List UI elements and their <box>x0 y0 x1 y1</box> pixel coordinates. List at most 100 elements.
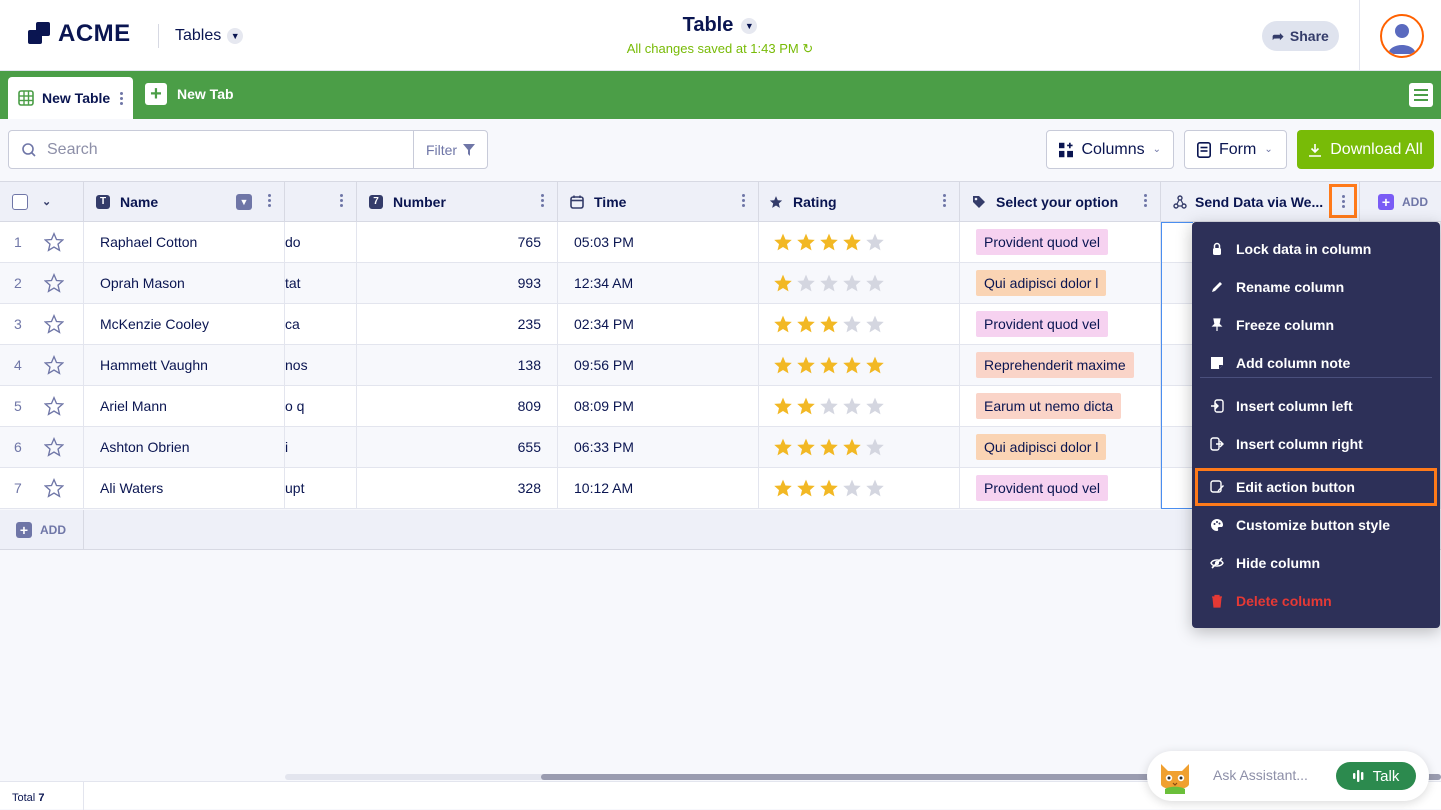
rating-star-icon[interactable] <box>773 273 793 293</box>
column-header-name[interactable]: T Name ▼ <box>84 181 285 222</box>
menu-item-freeze-column[interactable]: Freeze column <box>1200 308 1432 342</box>
column-options-icon[interactable] <box>1144 194 1148 207</box>
column-header-select[interactable]: Select your option <box>960 181 1161 222</box>
column-options-icon[interactable] <box>340 194 344 207</box>
column-options-icon[interactable] <box>742 194 746 207</box>
menu-item-hide-column[interactable]: Hide column <box>1200 546 1432 580</box>
cell-rating[interactable] <box>759 304 960 345</box>
cell-time[interactable]: 05:03 PM <box>558 222 759 263</box>
cell-partial[interactable]: o q <box>285 386 357 427</box>
cell-rating[interactable] <box>759 427 960 468</box>
rating-star-icon[interactable] <box>865 396 885 416</box>
tables-menu[interactable]: Tables ▼ <box>158 24 244 48</box>
pin-column-icon[interactable]: ▼ <box>236 194 252 210</box>
form-button[interactable]: Form ⌄ <box>1184 130 1287 169</box>
cell-number[interactable]: 655 <box>357 427 558 468</box>
menu-item-delete-column[interactable]: Delete column <box>1200 584 1432 618</box>
cell-time[interactable]: 02:34 PM <box>558 304 759 345</box>
assistant-widget[interactable]: Ask Assistant... Talk <box>1147 751 1429 801</box>
menu-item-edit-action-button[interactable]: Edit action button <box>1195 468 1437 506</box>
add-column-button[interactable]: + ADD <box>1360 181 1441 222</box>
cell-partial[interactable]: do <box>285 222 357 263</box>
rating-star-icon[interactable] <box>773 232 793 252</box>
favorite-star-icon[interactable] <box>43 273 64 293</box>
cell-name[interactable]: Ali Waters <box>84 468 285 509</box>
rating-star-icon[interactable] <box>796 437 816 457</box>
favorite-star-icon[interactable] <box>43 232 64 252</box>
cell-option[interactable]: Provident quod vel <box>960 304 1161 345</box>
tab-options-icon[interactable] <box>120 91 124 105</box>
rating-star-icon[interactable] <box>865 355 885 375</box>
rating-star-icon[interactable] <box>819 437 839 457</box>
filter-button[interactable]: Filter <box>413 130 488 169</box>
rating-star-icon[interactable] <box>842 355 862 375</box>
rating-star-icon[interactable] <box>842 314 862 334</box>
new-tab-button[interactable]: + New Tab <box>145 83 234 105</box>
rating-star-icon[interactable] <box>842 232 862 252</box>
cell-name[interactable]: McKenzie Cooley <box>84 304 285 345</box>
rating-star-icon[interactable] <box>865 232 885 252</box>
menu-item-add-column-note[interactable]: Add column note <box>1200 346 1432 380</box>
cell-rating[interactable] <box>759 468 960 509</box>
horizontal-scrollbar-thumb[interactable] <box>541 774 1441 780</box>
rating-star-icon[interactable] <box>796 273 816 293</box>
cell-time[interactable]: 08:09 PM <box>558 386 759 427</box>
cell-partial[interactable]: i <box>285 427 357 468</box>
menu-item-insert-column-left[interactable]: Insert column left <box>1200 389 1432 423</box>
column-header-rating[interactable]: Rating <box>759 181 960 222</box>
rating-star-icon[interactable] <box>773 396 793 416</box>
cell-time[interactable]: 12:34 AM <box>558 263 759 304</box>
rating-star-icon[interactable] <box>796 355 816 375</box>
rating-star-icon[interactable] <box>842 437 862 457</box>
cell-option[interactable]: Qui adipisci dolor l <box>960 427 1161 468</box>
rating-star-icon[interactable] <box>819 478 839 498</box>
cell-option[interactable]: Provident quod vel <box>960 222 1161 263</box>
cell-number[interactable]: 235 <box>357 304 558 345</box>
rating-star-icon[interactable] <box>773 355 793 375</box>
column-header-partial[interactable] <box>285 181 357 222</box>
rating-star-icon[interactable] <box>819 314 839 334</box>
cell-time[interactable]: 10:12 AM <box>558 468 759 509</box>
hamburger-menu-icon[interactable] <box>1409 83 1433 107</box>
rating-star-icon[interactable] <box>842 273 862 293</box>
menu-item-insert-column-right[interactable]: Insert column right <box>1200 427 1432 461</box>
rating-star-icon[interactable] <box>773 437 793 457</box>
column-header-webhook[interactable]: Send Data via We... <box>1161 181 1360 222</box>
cell-name[interactable]: Hammett Vaughn <box>84 345 285 386</box>
rating-star-icon[interactable] <box>842 478 862 498</box>
columns-button[interactable]: Columns ⌄ <box>1046 130 1174 169</box>
cell-rating[interactable] <box>759 345 960 386</box>
cell-time[interactable]: 09:56 PM <box>558 345 759 386</box>
page-title[interactable]: Table <box>682 14 734 36</box>
rating-star-icon[interactable] <box>819 273 839 293</box>
cell-partial[interactable]: upt <box>285 468 357 509</box>
favorite-star-icon[interactable] <box>43 314 64 334</box>
cell-number[interactable]: 809 <box>357 386 558 427</box>
cell-name[interactable]: Ashton Obrien <box>84 427 285 468</box>
menu-item-lock-data-in-column[interactable]: Lock data in column <box>1200 232 1432 266</box>
rating-star-icon[interactable] <box>796 314 816 334</box>
rating-star-icon[interactable] <box>796 232 816 252</box>
cell-option[interactable]: Provident quod vel <box>960 468 1161 509</box>
select-menu-chevron-icon[interactable]: ⌄ <box>42 196 52 208</box>
cell-partial[interactable]: tat <box>285 263 357 304</box>
rating-star-icon[interactable] <box>865 478 885 498</box>
assistant-input[interactable]: Ask Assistant... <box>1213 767 1308 783</box>
favorite-star-icon[interactable] <box>43 355 64 375</box>
select-all-checkbox[interactable] <box>12 193 28 210</box>
rating-star-icon[interactable] <box>865 314 885 334</box>
column-options-icon[interactable] <box>541 194 545 207</box>
column-options-icon[interactable] <box>943 194 947 207</box>
column-options-icon[interactable] <box>268 194 272 207</box>
download-all-button[interactable]: Download All <box>1297 130 1434 169</box>
cell-partial[interactable]: ca <box>285 304 357 345</box>
rating-star-icon[interactable] <box>773 478 793 498</box>
menu-item-rename-column[interactable]: Rename column <box>1200 270 1432 304</box>
rating-star-icon[interactable] <box>773 314 793 334</box>
rating-star-icon[interactable] <box>865 437 885 457</box>
cell-rating[interactable] <box>759 222 960 263</box>
rating-star-icon[interactable] <box>819 232 839 252</box>
user-avatar[interactable] <box>1380 14 1424 58</box>
webhook-column-options-button[interactable] <box>1329 184 1357 218</box>
tab-new-table[interactable]: New Table <box>8 77 133 119</box>
